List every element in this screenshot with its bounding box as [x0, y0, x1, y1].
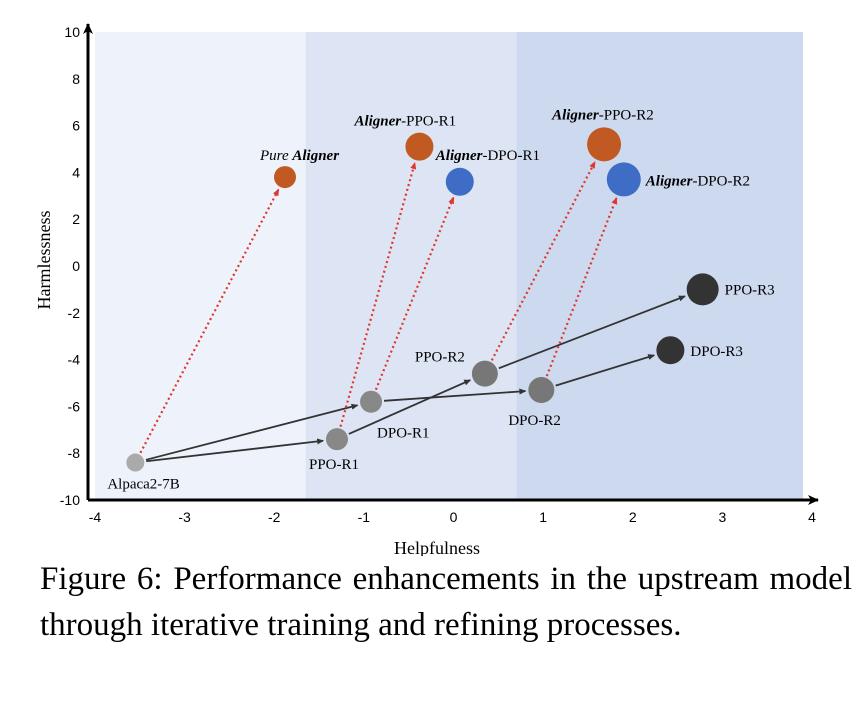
- arrows: [139, 161, 686, 463]
- label-aligner-dpo-r2: Aligner-DPO-R2: [645, 173, 750, 189]
- point-dpo-r2: [528, 377, 555, 404]
- point-labels: Alpaca2-7B PPO-R1 DPO-R1 PPO-R2 DPO-R2 PPO-R3…: [107, 107, 774, 492]
- x-tick-label: 3: [718, 509, 726, 525]
- x-tick-label: -2: [268, 509, 281, 525]
- training-arrow: [555, 354, 656, 387]
- label-aligner-ppo-r1: Aligner-PPO-R1: [353, 114, 456, 130]
- x-tick-label: -1: [358, 509, 371, 525]
- training-arrow: [348, 379, 472, 435]
- label-ppo-r1: PPO-R1: [309, 457, 359, 473]
- x-tick-label: -4: [89, 509, 102, 525]
- point-dpo-r1: [360, 390, 383, 413]
- y-tick-label: -6: [68, 398, 81, 414]
- point-aligner-dpo-r2: [606, 162, 641, 197]
- point-ppo-r3: [686, 273, 719, 306]
- label-dpo-r1: DPO-R1: [377, 426, 430, 442]
- aligner-arrow: [545, 197, 618, 377]
- training-arrow: [498, 295, 686, 370]
- y-tick-label: 8: [72, 71, 80, 87]
- label-ppo-r3: PPO-R3: [725, 282, 775, 298]
- x-tick-label: 2: [629, 509, 637, 525]
- y-tick-label: -10: [60, 492, 80, 508]
- point-aligner-dpo-r1: [445, 167, 474, 196]
- label-alpaca: Alpaca2-7B: [107, 477, 179, 493]
- y-tick-label: -4: [68, 352, 81, 368]
- point-aligner-ppo-r2: [587, 127, 622, 162]
- point-ppo-r2: [471, 360, 498, 387]
- point-dpo-r3: [656, 336, 685, 365]
- label-dpo-r2: DPO-R2: [508, 413, 561, 429]
- training-arrow: [383, 388, 527, 402]
- region-band-2: [305, 32, 517, 500]
- figure-caption: Figure 6: Performance enhancements in th…: [40, 561, 852, 643]
- point-ppo-r1: [325, 428, 348, 451]
- y-tick-label: 4: [72, 164, 80, 180]
- label-dpo-r3: DPO-R3: [690, 344, 743, 360]
- training-arrow: [145, 403, 359, 461]
- region-band-1: [95, 32, 306, 500]
- x-tick-label: -3: [178, 509, 191, 525]
- y-tick-label: 10: [64, 24, 80, 40]
- y-tick-label: -2: [68, 305, 81, 321]
- point-alpaca: [126, 453, 145, 472]
- label-aligner-ppo-r2: Aligner-PPO-R2: [551, 107, 654, 123]
- y-tick-label: -8: [68, 445, 81, 461]
- x-tick-label: 4: [808, 509, 816, 525]
- x-tick-label: 1: [539, 509, 547, 525]
- point-aligner-ppo-r1: [405, 132, 434, 161]
- point-pure-aligner: [274, 166, 297, 189]
- aligner-arrow: [339, 162, 417, 427]
- x-axis-title: Helpfulness: [394, 538, 480, 556]
- y-tick-label: 0: [72, 258, 80, 274]
- background-regions: [95, 32, 804, 500]
- y-tick-label: 2: [72, 211, 80, 227]
- y-axis-title: Harmlessness: [34, 211, 54, 310]
- label-aligner-dpo-r1: Aligner-DPO-R1: [435, 148, 540, 164]
- axes: [83, 23, 819, 505]
- x-tick-label: 0: [450, 509, 458, 525]
- label-ppo-r2: PPO-R2: [415, 350, 465, 366]
- y-tick-label: 6: [72, 118, 80, 134]
- label-pure-aligner: Pure Aligner: [259, 148, 339, 164]
- training-arrow: [146, 438, 325, 463]
- region-band-3: [516, 32, 804, 500]
- aligner-arrow: [490, 161, 596, 361]
- data-points: [126, 127, 719, 472]
